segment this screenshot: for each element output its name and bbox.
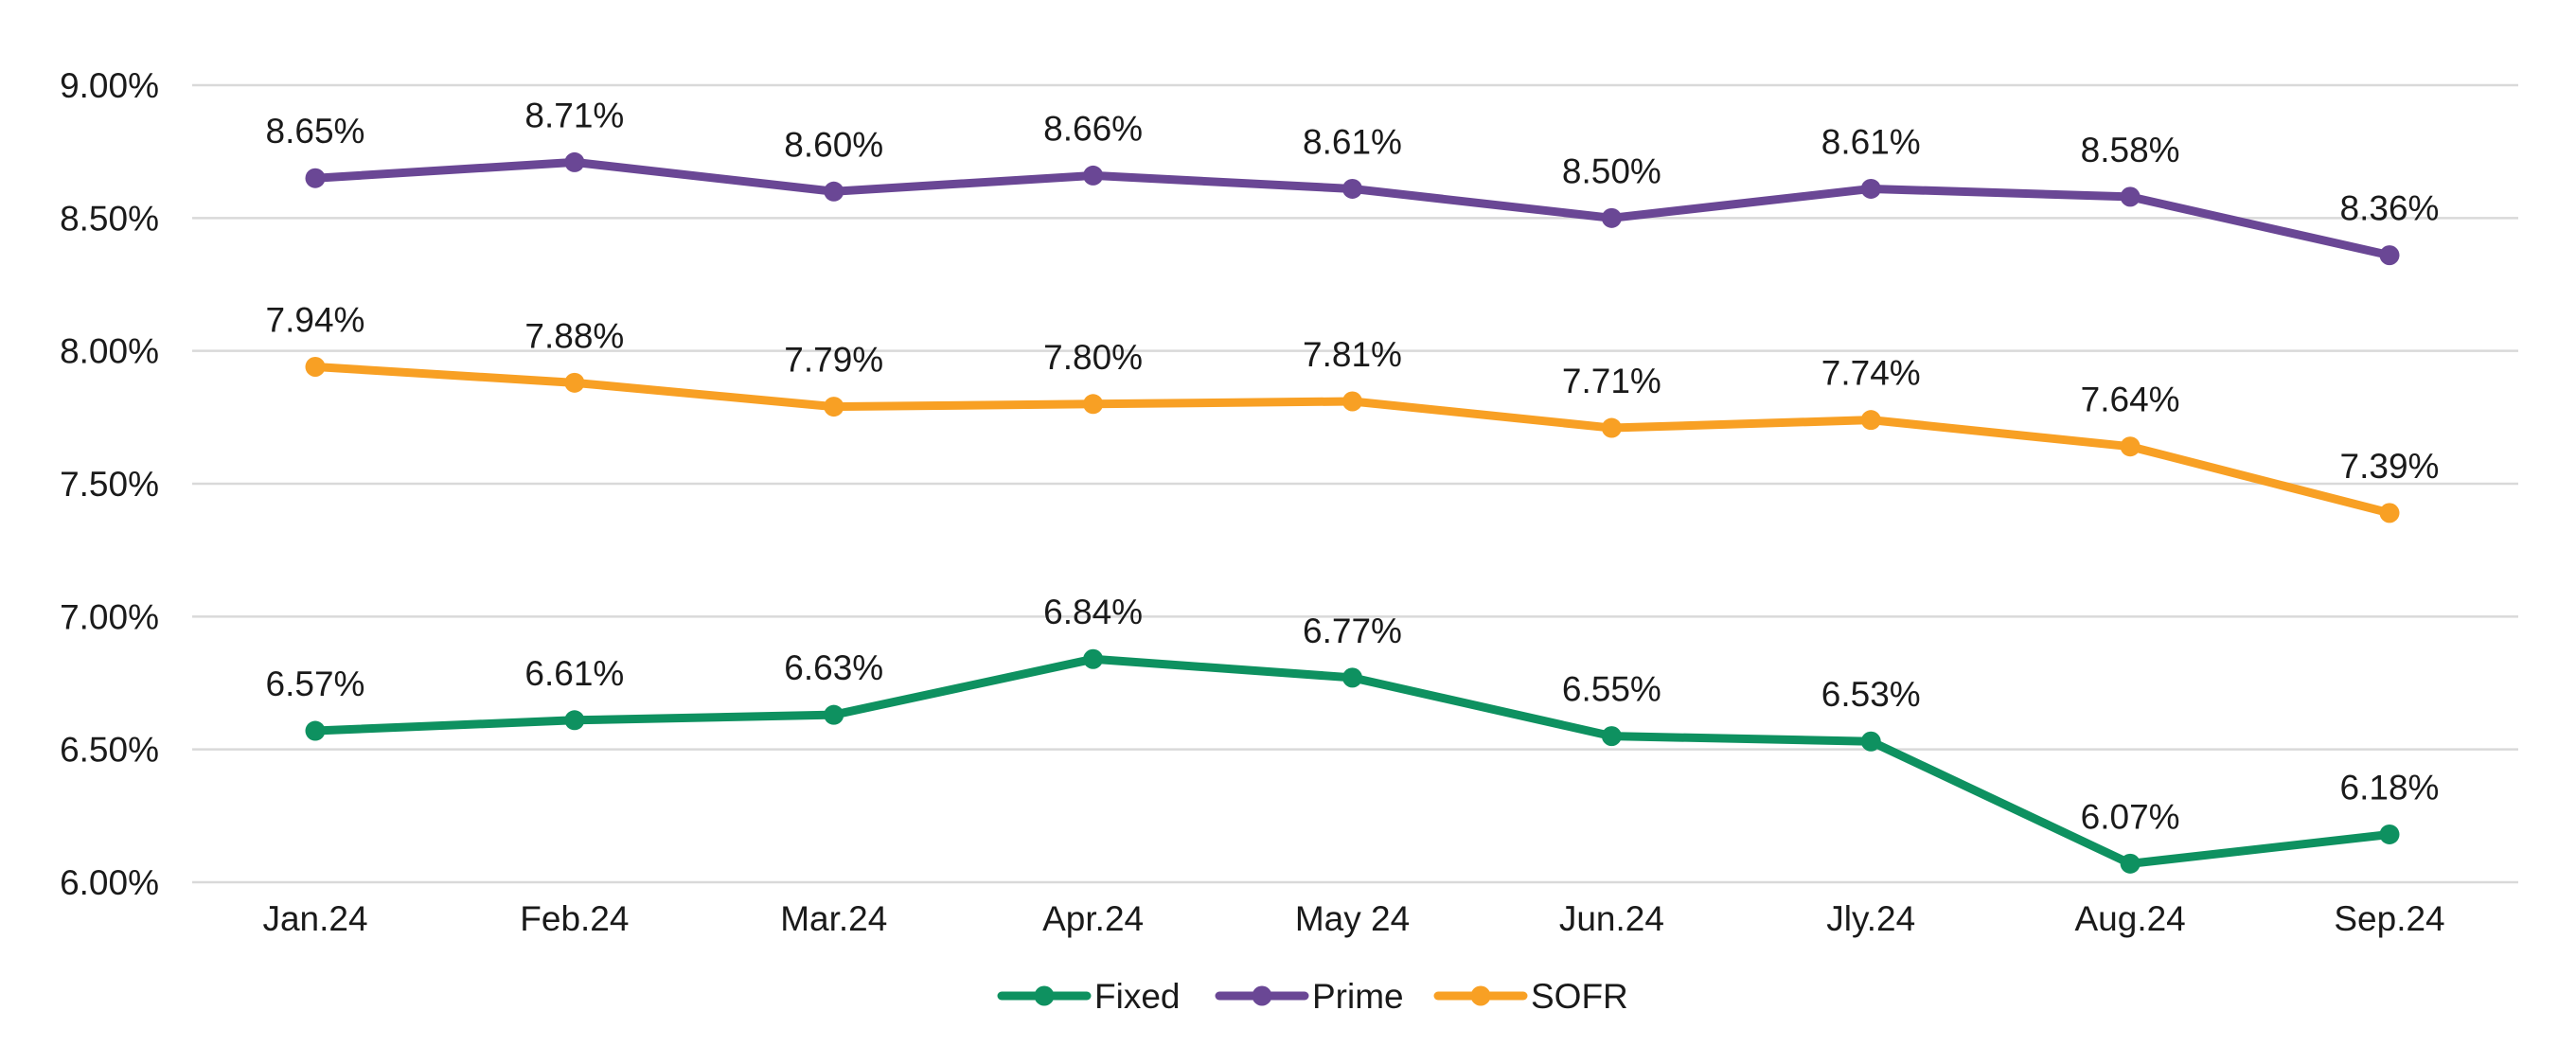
data-label-prime: 8.60% — [784, 125, 883, 164]
data-point-prime — [1601, 207, 1622, 228]
series-line-sofr — [311, 363, 2394, 518]
y-tick-label: 9.00% — [60, 66, 159, 105]
data-point-sofr — [2379, 503, 2400, 523]
legend-label-sofr: SOFR — [1531, 977, 1628, 1016]
data-point-prime — [2120, 186, 2141, 207]
data-label-sofr: 7.71% — [1562, 362, 1661, 400]
data-label-sofr: 7.64% — [2081, 381, 2180, 419]
data-point-fixed — [1342, 667, 1362, 688]
data-point-prime — [2379, 245, 2400, 266]
legend-item-sofr: SOFR — [1433, 977, 1628, 1016]
legend-label-fixed: Fixed — [1094, 977, 1180, 1016]
data-label-sofr: 7.88% — [524, 316, 624, 355]
series-line-fixed — [311, 654, 2394, 868]
legend-label-prime: Prime — [1312, 977, 1404, 1016]
data-point-prime — [1083, 165, 1104, 186]
data-label-prime: 8.65% — [266, 112, 365, 151]
data-label-sofr: 7.80% — [1043, 338, 1143, 377]
data-label-fixed: 6.57% — [266, 665, 365, 703]
data-point-sofr — [1083, 394, 1104, 415]
data-label-prime: 8.36% — [2340, 189, 2440, 228]
y-tick-label: 7.50% — [60, 465, 159, 504]
data-label-prime: 8.50% — [1562, 151, 1661, 190]
data-point-fixed — [2120, 853, 2141, 874]
data-label-fixed: 6.55% — [1562, 670, 1661, 709]
data-point-sofr — [1601, 417, 1622, 438]
series-fixed — [305, 648, 2400, 874]
x-tick-label: Apr.24 — [1042, 899, 1144, 938]
series-sofr — [305, 357, 2400, 523]
data-label-prime: 8.58% — [2081, 131, 2180, 169]
series-prime — [305, 151, 2400, 266]
x-axis-tick-labels: Jan.24 Feb.24 Mar.24 Apr.24 May 24 Jun.24 Jly.… — [262, 899, 2444, 938]
x-tick-label: Jly.24 — [1826, 899, 1915, 938]
data-label-fixed: 6.18% — [2340, 768, 2440, 807]
data-label-sofr: 7.39% — [2340, 447, 2440, 486]
legend-marker-prime — [1252, 985, 1272, 1006]
y-tick-label: 7.00% — [60, 597, 159, 636]
data-label-fixed: 6.63% — [784, 648, 883, 687]
x-tick-label: Feb.24 — [520, 899, 629, 938]
legend-item-prime: Prime — [1215, 977, 1404, 1016]
data-label-fixed: 6.07% — [2081, 797, 2180, 836]
data-point-fixed — [305, 720, 326, 741]
data-point-prime — [1860, 178, 1881, 199]
data-label-fixed: 6.61% — [524, 654, 624, 693]
legend-marker-fixed — [1034, 985, 1055, 1006]
data-point-fixed — [2379, 824, 2400, 844]
data-label-sofr: 7.74% — [1821, 354, 1921, 393]
y-tick-label: 6.00% — [60, 863, 159, 902]
y-axis-tick-labels: 6.00% 6.50% 7.00% 7.50% 8.00% 8.50% 9.00% — [60, 66, 159, 902]
y-tick-label: 8.50% — [60, 199, 159, 238]
x-tick-label: Jun.24 — [1559, 899, 1664, 938]
legend: Fixed Prime SOFR — [997, 977, 1628, 1016]
data-label-sofr: 7.81% — [1303, 335, 1402, 374]
y-tick-label: 8.00% — [60, 332, 159, 371]
x-tick-label: Aug.24 — [2074, 899, 2185, 938]
data-point-sofr — [1342, 391, 1362, 412]
data-point-prime — [1342, 178, 1362, 199]
data-label-prime: 8.66% — [1043, 109, 1143, 148]
data-label-prime: 8.71% — [524, 96, 624, 134]
x-tick-label: May 24 — [1295, 899, 1410, 938]
data-point-fixed — [564, 710, 585, 731]
legend-marker-sofr — [1470, 985, 1491, 1006]
data-point-sofr — [824, 397, 844, 417]
x-tick-label: Jan.24 — [262, 899, 367, 938]
legend-item-fixed: Fixed — [997, 977, 1180, 1016]
data-point-fixed — [1083, 648, 1104, 669]
x-tick-label: Sep.24 — [2334, 899, 2444, 938]
gridlines — [192, 83, 2518, 884]
data-label-fixed: 6.84% — [1043, 593, 1143, 631]
data-point-sofr — [305, 357, 326, 378]
y-tick-label: 6.50% — [60, 731, 159, 770]
data-point-fixed — [824, 704, 844, 725]
data-point-prime — [824, 181, 844, 202]
data-point-fixed — [1860, 731, 1881, 752]
series-line-prime — [311, 157, 2394, 260]
data-label-fixed: 6.53% — [1821, 675, 1921, 714]
data-label-prime: 8.61% — [1821, 122, 1921, 161]
data-point-sofr — [564, 372, 585, 393]
data-label-sofr: 7.94% — [266, 301, 365, 340]
data-point-prime — [564, 151, 585, 172]
data-label-fixed: 6.77% — [1303, 612, 1402, 650]
data-label-sofr: 7.79% — [784, 341, 883, 380]
data-point-prime — [305, 168, 326, 188]
data-point-fixed — [1601, 726, 1622, 747]
data-point-sofr — [2120, 436, 2141, 457]
x-tick-label: Mar.24 — [780, 899, 887, 938]
data-point-sofr — [1860, 410, 1881, 431]
series-lines — [305, 151, 2400, 874]
data-label-prime: 8.61% — [1303, 122, 1402, 161]
data-labels: 6.57% 6.61% 6.63% 6.84% 6.77% 6.55% 6.53% 6.07%… — [266, 96, 2440, 836]
